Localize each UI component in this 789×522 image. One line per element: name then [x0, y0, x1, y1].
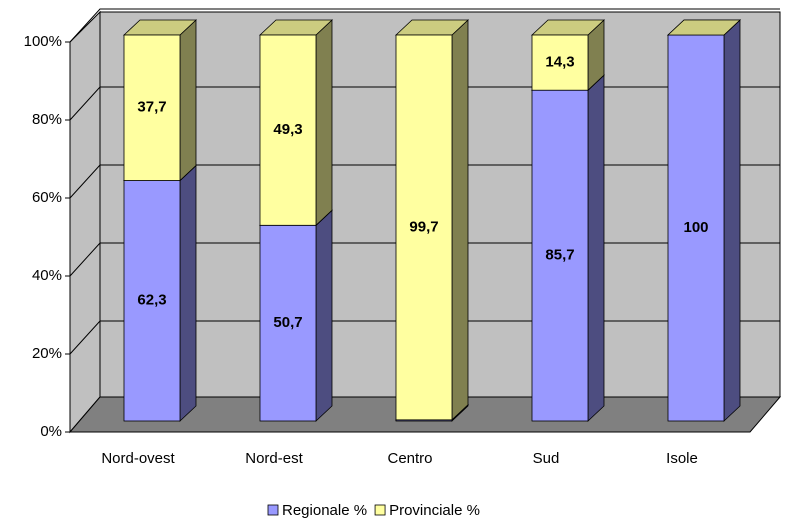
bar-top	[666, 19, 742, 36]
data-label: 49,3	[273, 121, 302, 138]
bar	[531, 34, 589, 91]
bar-side	[723, 19, 741, 422]
x-tick-label: Centro	[387, 450, 432, 467]
y-tick-label: 100%	[24, 33, 62, 50]
data-label: 14,3	[545, 54, 574, 71]
bar	[667, 34, 725, 422]
grid-line	[69, 8, 780, 43]
x-tick-label: Nord-ovest	[101, 450, 175, 467]
bar	[123, 34, 181, 181]
bar-side	[451, 19, 469, 421]
y-tick-label: 20%	[32, 345, 62, 362]
bar	[259, 34, 317, 226]
legend-swatch	[267, 504, 279, 516]
x-tick-label: Isole	[666, 450, 698, 467]
y-tick-label: 0%	[40, 423, 62, 440]
bar-side	[179, 19, 197, 182]
bar	[531, 89, 589, 422]
y-tick-label: 60%	[32, 189, 62, 206]
bar	[395, 34, 453, 421]
y-tick-label: 40%	[32, 267, 62, 284]
bar-side	[315, 209, 333, 422]
data-label: 37,7	[137, 99, 166, 116]
legend-label: Provinciale %	[389, 502, 480, 519]
x-tick-label: Nord-est	[245, 450, 303, 467]
data-label: 100	[683, 219, 708, 236]
legend: Regionale % Provinciale %	[267, 502, 480, 519]
bar-side	[179, 164, 197, 422]
legend-swatch	[374, 504, 386, 516]
bar-side	[587, 74, 605, 422]
data-label: 99,7	[409, 218, 438, 235]
legend-label: Regionale %	[282, 502, 367, 519]
data-label: 62,3	[137, 292, 166, 309]
y-tick-label: 80%	[32, 111, 62, 128]
side-wall	[69, 10, 101, 434]
bar-side	[315, 19, 333, 227]
x-tick-label: Sud	[533, 450, 560, 467]
data-label: 50,7	[273, 314, 302, 331]
bar	[123, 180, 181, 422]
data-label: 85,7	[545, 247, 574, 264]
